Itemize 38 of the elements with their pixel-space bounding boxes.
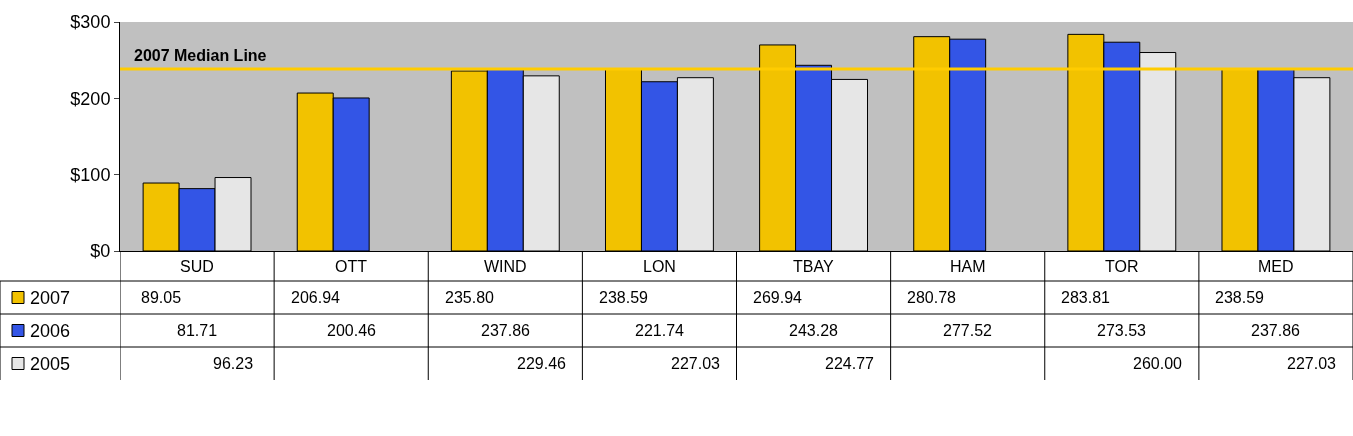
x-tick-label: TOR [1105,258,1139,275]
data-label: 89.05 [141,289,182,306]
data-label: 96.23 [213,355,254,372]
data-label: 238.59 [1215,289,1265,306]
x-tick-label: OTT [335,258,368,275]
ref-line-label: 2007 Median Line [134,47,267,64]
data-label: 273.53 [1097,322,1147,339]
data-label: 235.80 [445,289,495,306]
y-tick-label: $100 [70,164,111,185]
x-tick-label: TBAY [793,258,834,275]
data-label: 237.86 [1251,322,1301,339]
x-tick-label: MED [1258,258,1294,275]
x-tick-label: HAM [950,258,986,275]
data-label: 238.59 [599,289,649,306]
legend-label: 2007 [30,288,71,308]
data-label: 200.46 [327,322,377,339]
data-label: 227.03 [671,355,721,372]
data-label: 269.94 [753,289,803,306]
data-label: 229.46 [517,355,567,372]
data-label: 260.00 [1133,355,1183,372]
y-tick-label: $300 [70,12,111,33]
data-label: 221.74 [635,322,685,339]
x-tick-label: WIND [484,258,527,275]
x-tick-label: LON [643,258,676,275]
data-label: 243.28 [789,322,839,339]
data-label: 237.86 [481,322,531,339]
y-tick-label: $0 [90,241,111,262]
y-tick-label: $200 [70,88,111,109]
data-label: 81.71 [177,322,218,339]
data-label: 277.52 [943,322,993,339]
legend-label: 2006 [30,321,71,341]
data-label: 283.81 [1061,289,1111,306]
data-label: 227.03 [1287,355,1337,372]
data-label: 206.94 [291,289,341,306]
data-label: 224.77 [825,355,875,372]
x-tick-label: SUD [180,258,214,275]
data-label: 280.78 [907,289,957,306]
legend-label: 2005 [30,354,71,374]
